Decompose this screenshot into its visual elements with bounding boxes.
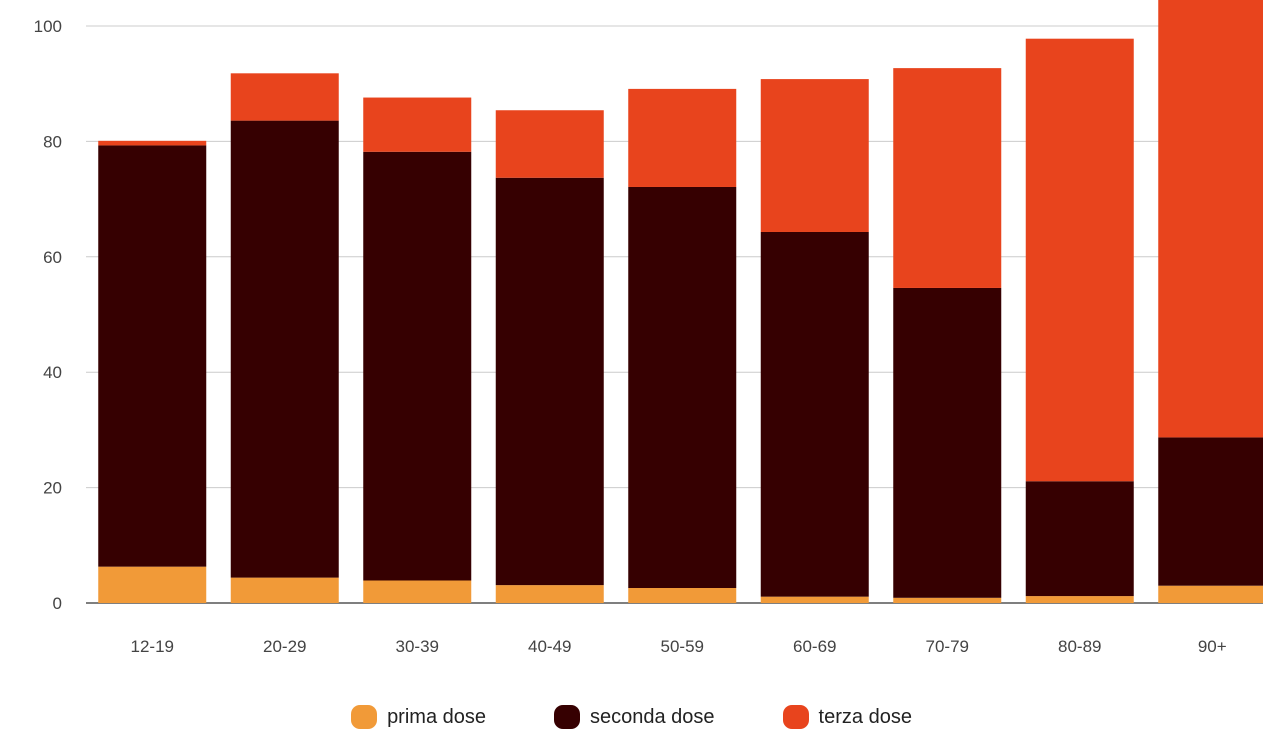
y-axis-ticks: 0 20 40 60 80 100 bbox=[34, 17, 62, 613]
x-tick-label-30-39: 30-39 bbox=[396, 637, 439, 656]
x-tick-label-90: 90+ bbox=[1198, 637, 1227, 656]
x-tick-label-70-79: 70-79 bbox=[926, 637, 969, 656]
bars bbox=[98, 0, 1263, 603]
legend-swatch-terza-dose bbox=[782, 705, 809, 729]
bar-seconda-dose-70-79[interactable] bbox=[893, 287, 1002, 598]
y-tick-label-80: 80 bbox=[43, 132, 62, 151]
bar-prima-dose-12-19[interactable] bbox=[98, 566, 207, 603]
y-tick-label-60: 60 bbox=[43, 248, 62, 267]
bar-prima-dose-20-29[interactable] bbox=[230, 577, 339, 603]
bar-prima-dose-60-69[interactable] bbox=[760, 596, 869, 603]
bar-terza-dose-20-29[interactable] bbox=[230, 73, 339, 121]
y-tick-label-40: 40 bbox=[43, 363, 62, 382]
bar-seconda-dose-20-29[interactable] bbox=[230, 120, 339, 578]
bar-seconda-dose-80-89[interactable] bbox=[1025, 481, 1134, 597]
x-axis-ticks: 12-19 20-29 30-39 40-49 50-59 60-69 70-79 80-89… bbox=[131, 637, 1227, 656]
bar-prima-dose-70-79[interactable] bbox=[893, 597, 1002, 603]
legend-label-terza-dose: terza dose bbox=[818, 705, 912, 728]
bar-seconda-dose-60-69[interactable] bbox=[760, 231, 869, 597]
bar-terza-dose-80-89[interactable] bbox=[1025, 38, 1134, 482]
legend-label-prima-dose: prima dose bbox=[387, 705, 486, 728]
bar-terza-dose-70-79[interactable] bbox=[893, 68, 1002, 288]
bar-prima-dose-30-39[interactable] bbox=[363, 580, 472, 603]
bar-terza-dose-50-59[interactable] bbox=[628, 88, 737, 187]
legend-item-terza-dose[interactable]: terza dose bbox=[782, 705, 912, 729]
bar-seconda-dose-50-59[interactable] bbox=[628, 186, 737, 588]
y-tick-label-0: 0 bbox=[53, 594, 62, 613]
x-tick-label-80-89: 80-89 bbox=[1058, 637, 1101, 656]
bar-prima-dose-80-89[interactable] bbox=[1025, 596, 1134, 603]
bar-terza-dose-60-69[interactable] bbox=[760, 79, 869, 232]
x-tick-label-50-59: 50-59 bbox=[661, 637, 704, 656]
stacked-bar-chart: 0 20 40 60 80 100 12-19 20-29 30-39 40-49 50-59 60… bbox=[34, 0, 1263, 656]
legend-item-prima-dose[interactable]: prima dose bbox=[351, 705, 486, 729]
legend-swatch-prima-dose bbox=[351, 705, 378, 729]
bar-prima-dose-90[interactable] bbox=[1158, 585, 1263, 603]
bar-terza-dose-12-19[interactable] bbox=[98, 140, 207, 146]
legend-item-seconda-dose[interactable]: seconda dose bbox=[554, 705, 715, 729]
bar-prima-dose-40-49[interactable] bbox=[495, 585, 604, 603]
legend-label-seconda-dose: seconda dose bbox=[590, 705, 715, 728]
bar-terza-dose-30-39[interactable] bbox=[363, 97, 472, 152]
bar-terza-dose-40-49[interactable] bbox=[495, 110, 604, 178]
bar-seconda-dose-12-19[interactable] bbox=[98, 145, 207, 567]
legend-swatch-seconda-dose bbox=[554, 705, 580, 729]
y-tick-label-100: 100 bbox=[34, 17, 62, 36]
legend: prima dose seconda dose terza dose bbox=[0, 700, 1263, 734]
x-tick-label-20-29: 20-29 bbox=[263, 637, 306, 656]
bar-seconda-dose-90[interactable] bbox=[1158, 437, 1263, 586]
y-tick-label-20: 20 bbox=[43, 479, 62, 498]
bar-seconda-dose-40-49[interactable] bbox=[495, 177, 604, 586]
bar-prima-dose-50-59[interactable] bbox=[628, 587, 737, 603]
x-tick-label-40-49: 40-49 bbox=[528, 637, 571, 656]
x-tick-label-60-69: 60-69 bbox=[793, 637, 836, 656]
bar-seconda-dose-30-39[interactable] bbox=[363, 151, 472, 581]
x-tick-label-12-19: 12-19 bbox=[131, 637, 174, 656]
bar-terza-dose-90[interactable] bbox=[1158, 0, 1263, 438]
